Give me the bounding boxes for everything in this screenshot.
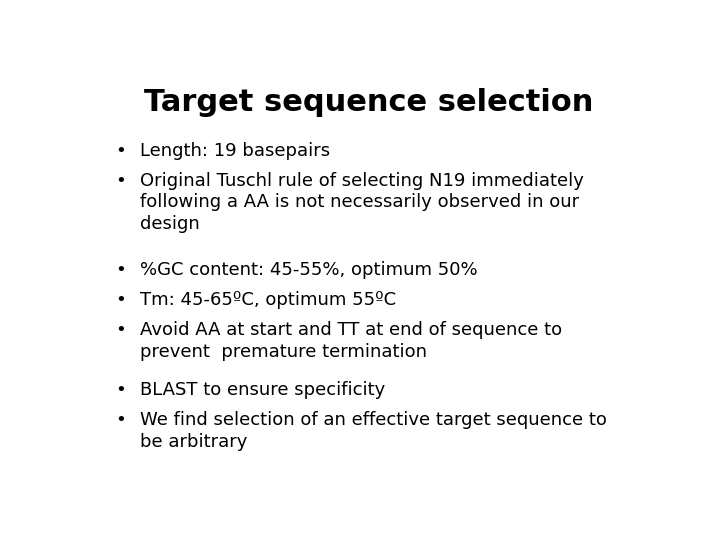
Text: •: • [115,321,126,339]
Text: Target sequence selection: Target sequence selection [144,87,594,117]
Text: •: • [115,261,126,280]
Text: •: • [115,172,126,190]
Text: Length: 19 basepairs: Length: 19 basepairs [140,141,330,160]
Text: %GC content: 45-55%, optimum 50%: %GC content: 45-55%, optimum 50% [140,261,478,280]
Text: •: • [115,381,126,399]
Text: •: • [115,141,126,160]
Text: Avoid AA at start and TT at end of sequence to
prevent  premature termination: Avoid AA at start and TT at end of seque… [140,321,562,361]
Text: •: • [115,292,126,309]
Text: BLAST to ensure specificity: BLAST to ensure specificity [140,381,385,399]
Text: Tm: 45-65ºC, optimum 55ºC: Tm: 45-65ºC, optimum 55ºC [140,292,396,309]
Text: •: • [115,411,126,429]
Text: Original Tuschl rule of selecting N19 immediately
following a AA is not necessar: Original Tuschl rule of selecting N19 im… [140,172,584,233]
Text: We find selection of an effective target sequence to
be arbitrary: We find selection of an effective target… [140,411,607,451]
